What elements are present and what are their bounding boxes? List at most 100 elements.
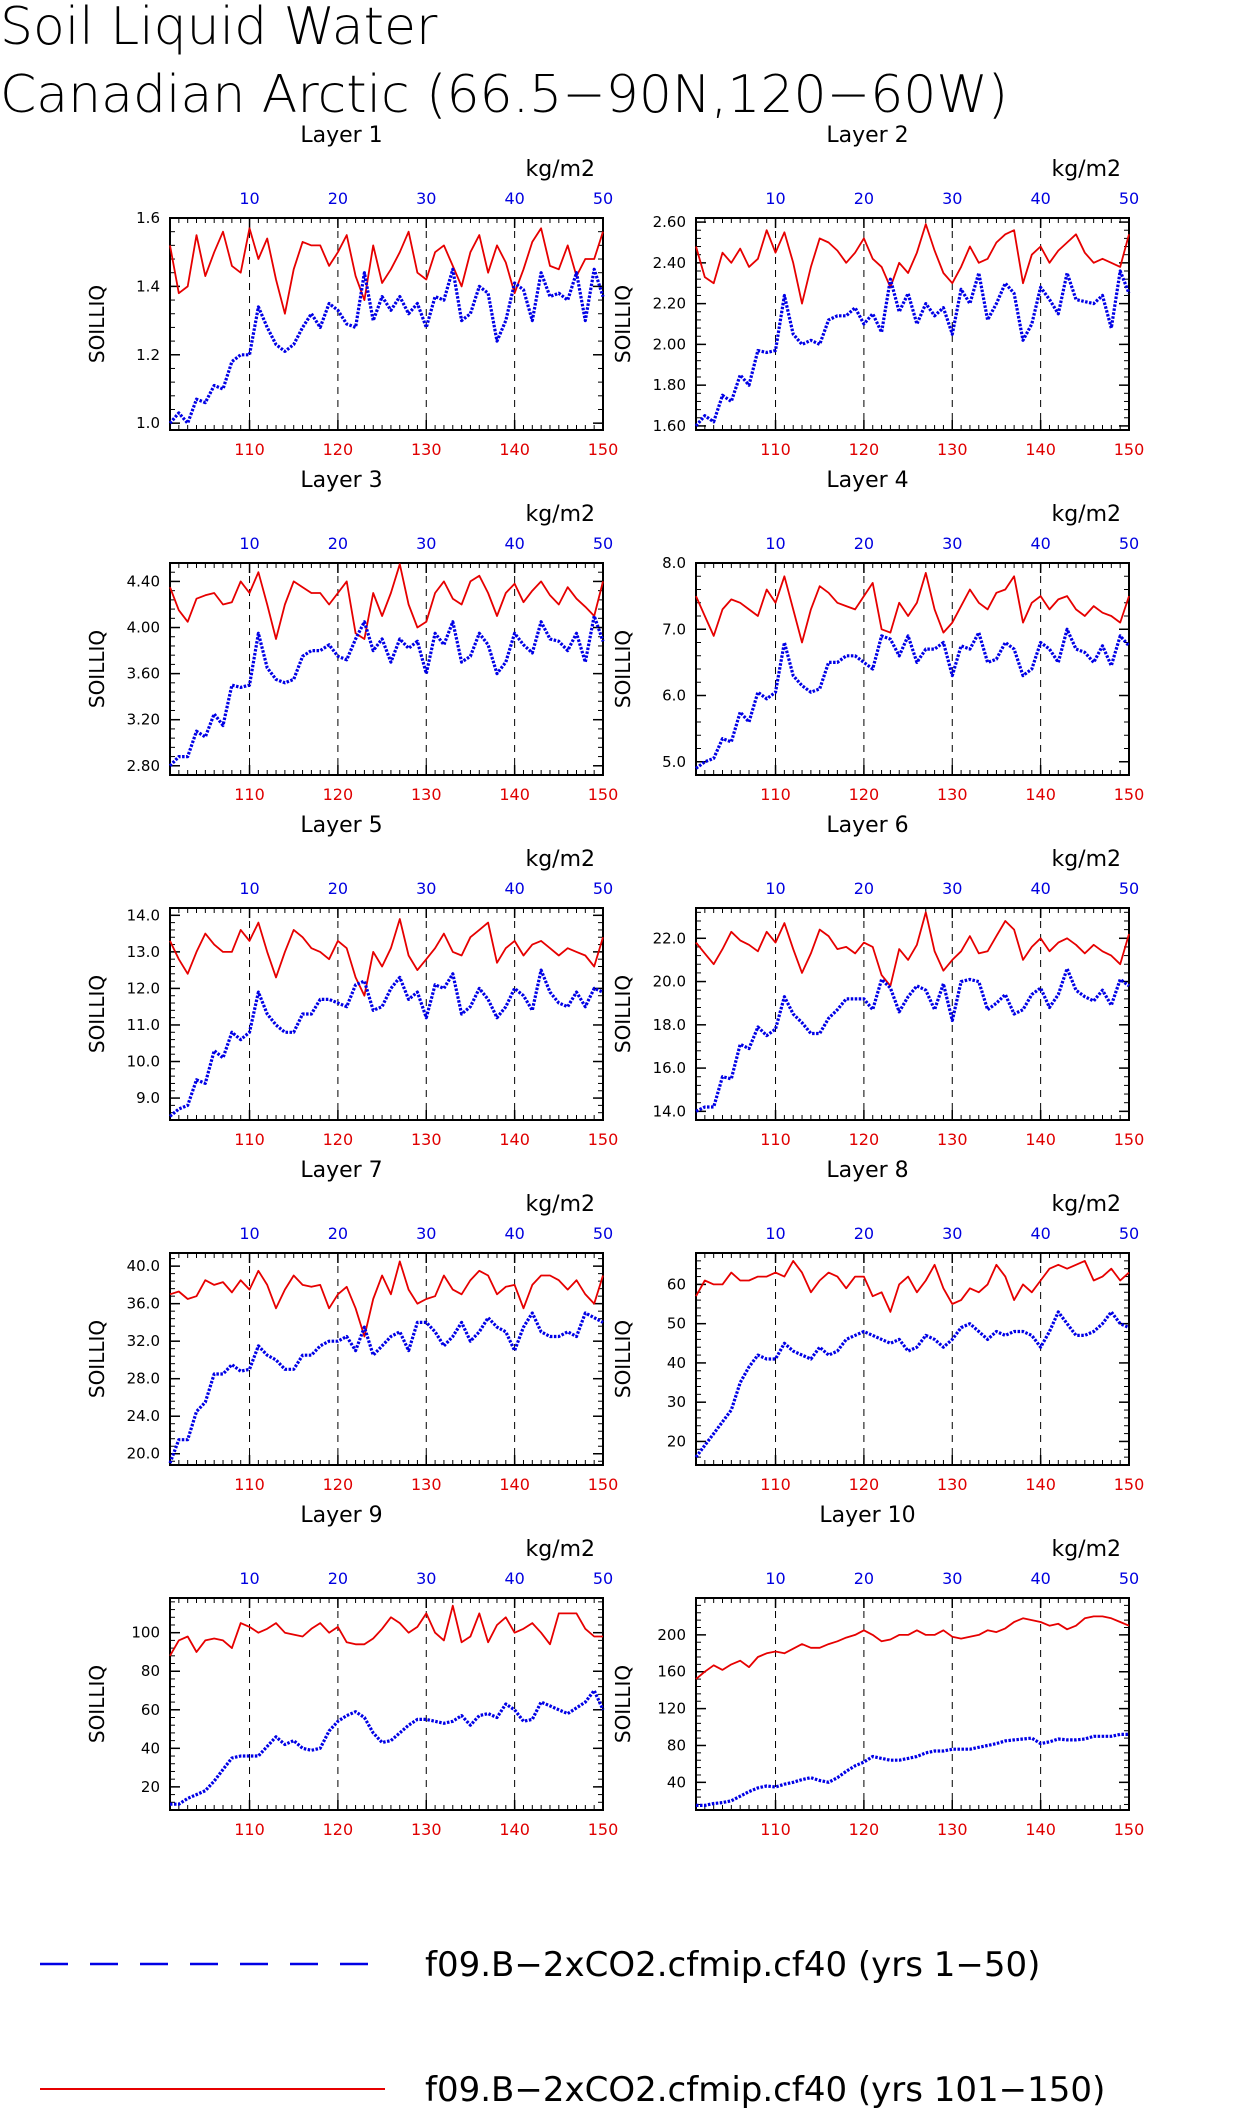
x-tick-top: 40: [1030, 879, 1050, 898]
x-tick-bottom: 130: [937, 440, 968, 459]
y-tick-label: 20.0: [127, 1445, 160, 1463]
x-tick-top: 20: [854, 534, 874, 553]
x-tick-top: 40: [504, 1224, 524, 1243]
x-tick-top: 10: [239, 189, 259, 208]
figure-title-line-1: Soil Liquid Water: [0, 0, 438, 57]
y-tick-label: 1.4: [136, 277, 160, 295]
y-tick-label: 40: [667, 1773, 686, 1791]
x-tick-top: 20: [854, 879, 874, 898]
y-tick-label: 5.0: [662, 753, 686, 771]
y-tick-label: 4.40: [127, 572, 160, 590]
series-line-red: [695, 572, 1130, 644]
x-tick-bottom: 150: [588, 440, 619, 459]
y-tick-label: 13.0: [127, 943, 160, 961]
series-line-blue: [694, 1310, 1130, 1459]
units-label: kg/m2: [525, 502, 595, 527]
y-tick-label: 36.0: [127, 1295, 160, 1313]
plot-frame: [169, 562, 604, 776]
x-tick-top: 20: [854, 189, 874, 208]
x-tick-bottom: 110: [234, 1130, 265, 1149]
y-tick-label: 8.0: [662, 554, 686, 572]
series-line-red: [169, 1260, 604, 1338]
y-tick-label: 30: [667, 1393, 686, 1411]
y-tick-label: 80: [667, 1736, 686, 1754]
x-tick-top: 40: [1030, 189, 1050, 208]
x-tick-bottom: 120: [849, 1820, 880, 1839]
x-tick-bottom: 150: [1114, 440, 1145, 459]
x-tick-top: 30: [416, 1224, 436, 1243]
x-tick-bottom: 150: [588, 1475, 619, 1494]
series-line-red: [169, 227, 604, 315]
x-tick-top: 10: [765, 1224, 785, 1243]
series-line-blue: [168, 614, 605, 767]
series-line-blue: [695, 627, 1131, 770]
x-tick-bottom: 140: [499, 1130, 530, 1149]
x-tick-bottom: 110: [760, 440, 791, 459]
units-label: kg/m2: [1051, 1192, 1121, 1217]
series-line-blue: [168, 968, 604, 1118]
panel-title: Layer 9: [300, 1503, 382, 1528]
x-tick-top: 50: [1119, 1569, 1139, 1588]
x-tick-top: 30: [416, 189, 436, 208]
x-tick-bottom: 150: [1114, 785, 1145, 804]
y-tick-label: 2.60: [653, 213, 686, 231]
y-tick-label: 24.0: [127, 1407, 160, 1425]
chart-panel-9: Layer 9 kg/m2 SOILLIQ 110 10 120 20 130 30 140 40 1…: [85, 1503, 618, 1839]
x-tick-bottom: 120: [323, 785, 354, 804]
y-tick-label: 40: [141, 1739, 160, 1757]
legend: f09.B−2xCO2.cfmip.cf40 (yrs 1−50) f09.B−…: [40, 1945, 1105, 2110]
x-tick-top: 40: [1030, 534, 1050, 553]
x-tick-top: 50: [1119, 879, 1139, 898]
series-line-red: [695, 223, 1130, 305]
x-tick-top: 50: [1119, 189, 1139, 208]
y-axis-label: SOILLIQ: [85, 630, 109, 708]
x-tick-top: 20: [328, 1224, 348, 1243]
x-tick-top: 30: [416, 1569, 436, 1588]
y-tick-label: 6.0: [662, 687, 686, 705]
panel-title: Layer 6: [826, 813, 908, 838]
x-tick-top: 50: [593, 189, 613, 208]
x-tick-top: 30: [942, 1569, 962, 1588]
legend-label-red: f09.B−2xCO2.cfmip.cf40 (yrs 101−150): [425, 2070, 1105, 2110]
x-tick-top: 40: [504, 879, 524, 898]
x-tick-bottom: 140: [1025, 785, 1056, 804]
y-tick-label: 200: [657, 1626, 686, 1644]
x-tick-top: 40: [1030, 1569, 1050, 1588]
x-tick-top: 20: [328, 879, 348, 898]
y-tick-label: 18.0: [653, 1016, 686, 1034]
chart-panel-2: Layer 2 kg/m2 SOILLIQ 110 10 120 20 130 30 140 40 1…: [611, 123, 1144, 459]
panel-title: Layer 10: [819, 1503, 915, 1528]
x-tick-bottom: 150: [1114, 1130, 1145, 1149]
x-tick-top: 30: [416, 534, 436, 553]
y-tick-label: 50: [667, 1315, 686, 1333]
y-tick-label: 80: [141, 1662, 160, 1680]
x-tick-bottom: 120: [849, 440, 880, 459]
x-tick-top: 10: [765, 879, 785, 898]
y-tick-label: 10.0: [127, 1053, 160, 1071]
y-tick-label: 40: [667, 1354, 686, 1372]
x-tick-bottom: 130: [937, 785, 968, 804]
x-tick-bottom: 150: [1114, 1820, 1145, 1839]
chart-panel-5: Layer 5 kg/m2 SOILLIQ 110 10 120 20 130 30 140 40 1…: [85, 813, 618, 1149]
panel-title: Layer 5: [300, 813, 382, 838]
plot-frame: [695, 907, 1130, 1121]
panel-title: Layer 8: [826, 1158, 908, 1183]
series-line-red: [169, 563, 604, 640]
plot-frame: [695, 562, 1130, 776]
y-axis-label: SOILLIQ: [85, 975, 109, 1053]
y-tick-label: 4.00: [127, 619, 160, 637]
y-tick-label: 60: [141, 1701, 160, 1719]
chart-panel-4: Layer 4 kg/m2 SOILLIQ 110 10 120 20 130 30 140 40 1…: [611, 468, 1144, 804]
x-tick-top: 10: [765, 189, 785, 208]
plot-frame: [169, 1597, 604, 1811]
plot-frame: [169, 1252, 604, 1466]
y-tick-label: 9.0: [136, 1089, 160, 1107]
x-tick-top: 10: [239, 879, 259, 898]
panel-title: Layer 1: [300, 123, 382, 148]
x-tick-bottom: 110: [760, 1820, 791, 1839]
plot-frame: [695, 217, 1130, 431]
x-tick-bottom: 140: [1025, 1820, 1056, 1839]
units-label: kg/m2: [1051, 157, 1121, 182]
x-tick-top: 20: [328, 534, 348, 553]
chart-panel-3: Layer 3 kg/m2 SOILLIQ 110 10 120 20 130 30 140 40 1…: [85, 468, 618, 804]
